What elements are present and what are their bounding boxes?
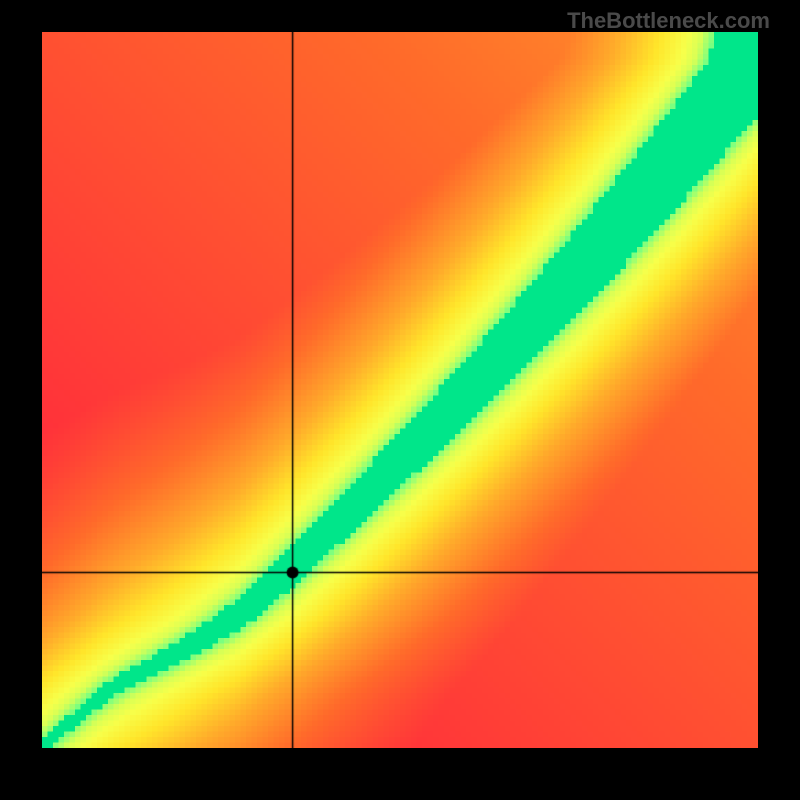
crosshair-overlay — [42, 32, 758, 748]
watermark-text: TheBottleneck.com — [567, 8, 770, 34]
